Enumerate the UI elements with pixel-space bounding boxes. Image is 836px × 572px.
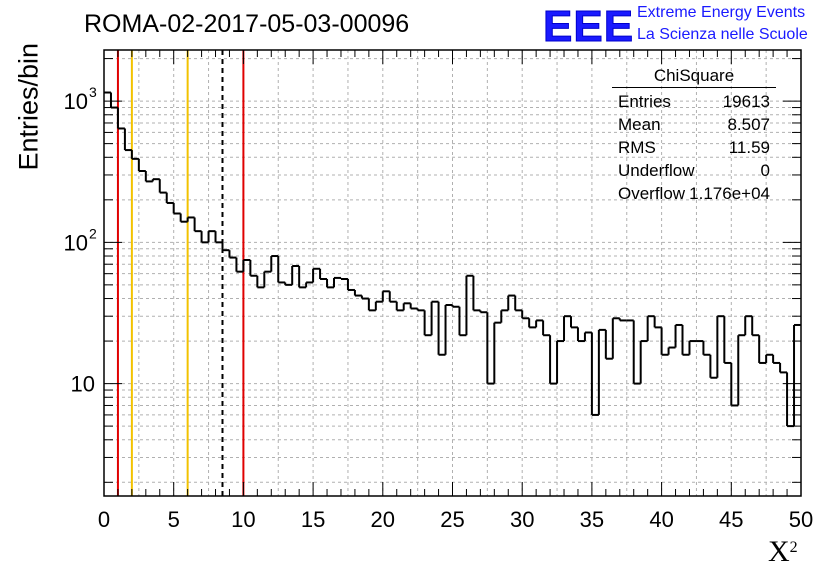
x-tick-label: 40 — [649, 507, 673, 532]
y-axis-label: Entries/bin — [13, 42, 44, 171]
stats-value: 0 — [760, 161, 770, 180]
stats-label: Overflow — [618, 184, 686, 203]
stats-box: ChiSquare Entries 19613 Mean 8.507 RMS 11.5… — [612, 66, 776, 205]
x-tick-label: 0 — [98, 507, 110, 532]
stats-row-underflow: Underflow 0 — [612, 159, 776, 182]
logo-line-1: Extreme Energy Events — [637, 4, 806, 21]
stats-row-mean: Mean 8.507 — [612, 113, 776, 136]
chart-title: ROMA-02-2017-05-03-00096 — [84, 10, 410, 38]
logo-caption: Extreme Energy Events La Scienza nelle S… — [637, 2, 808, 46]
x-axis-symbol: X — [768, 535, 790, 568]
stats-row-entries: Entries 19613 — [612, 90, 776, 113]
x-tick-label: 45 — [719, 507, 743, 532]
y-tick-exponent: 3 — [89, 84, 97, 100]
logo-line-2: La Scienza nelle Scuole — [637, 26, 808, 43]
x-tick-label: 10 — [231, 507, 255, 532]
x-axis-label: X2 — [768, 535, 798, 569]
eee-logo: EEE — [542, 2, 635, 52]
stats-value: 19613 — [722, 92, 770, 111]
x-tick-label: 5 — [168, 507, 180, 532]
stats-row-rms: RMS 11.59 — [612, 136, 776, 159]
stats-label: Underflow — [618, 161, 695, 180]
stats-label: RMS — [618, 138, 656, 157]
y-tick-exponent: 2 — [89, 225, 97, 241]
y-tick-label: 10 — [71, 372, 95, 397]
stats-label: Entries — [618, 92, 671, 111]
x-axis-exponent: 2 — [789, 539, 798, 556]
stats-value: 1.176e+04 — [689, 184, 770, 203]
x-tick-label: 50 — [789, 507, 813, 532]
stats-value: 11.59 — [728, 138, 770, 157]
x-tick-label: 35 — [580, 507, 604, 532]
x-tick-label: 30 — [510, 507, 534, 532]
stats-title: ChiSquare — [612, 66, 776, 88]
y-tick-label: 10 — [64, 89, 88, 114]
x-tick-label: 25 — [440, 507, 464, 532]
stats-row-overflow: Overflow 1.176e+04 — [612, 182, 776, 205]
stats-value: 8.507 — [727, 115, 770, 134]
stats-label: Mean — [618, 115, 661, 134]
y-tick-label: 10 — [64, 230, 88, 255]
x-tick-label: 20 — [371, 507, 395, 532]
x-tick-label: 15 — [301, 507, 325, 532]
